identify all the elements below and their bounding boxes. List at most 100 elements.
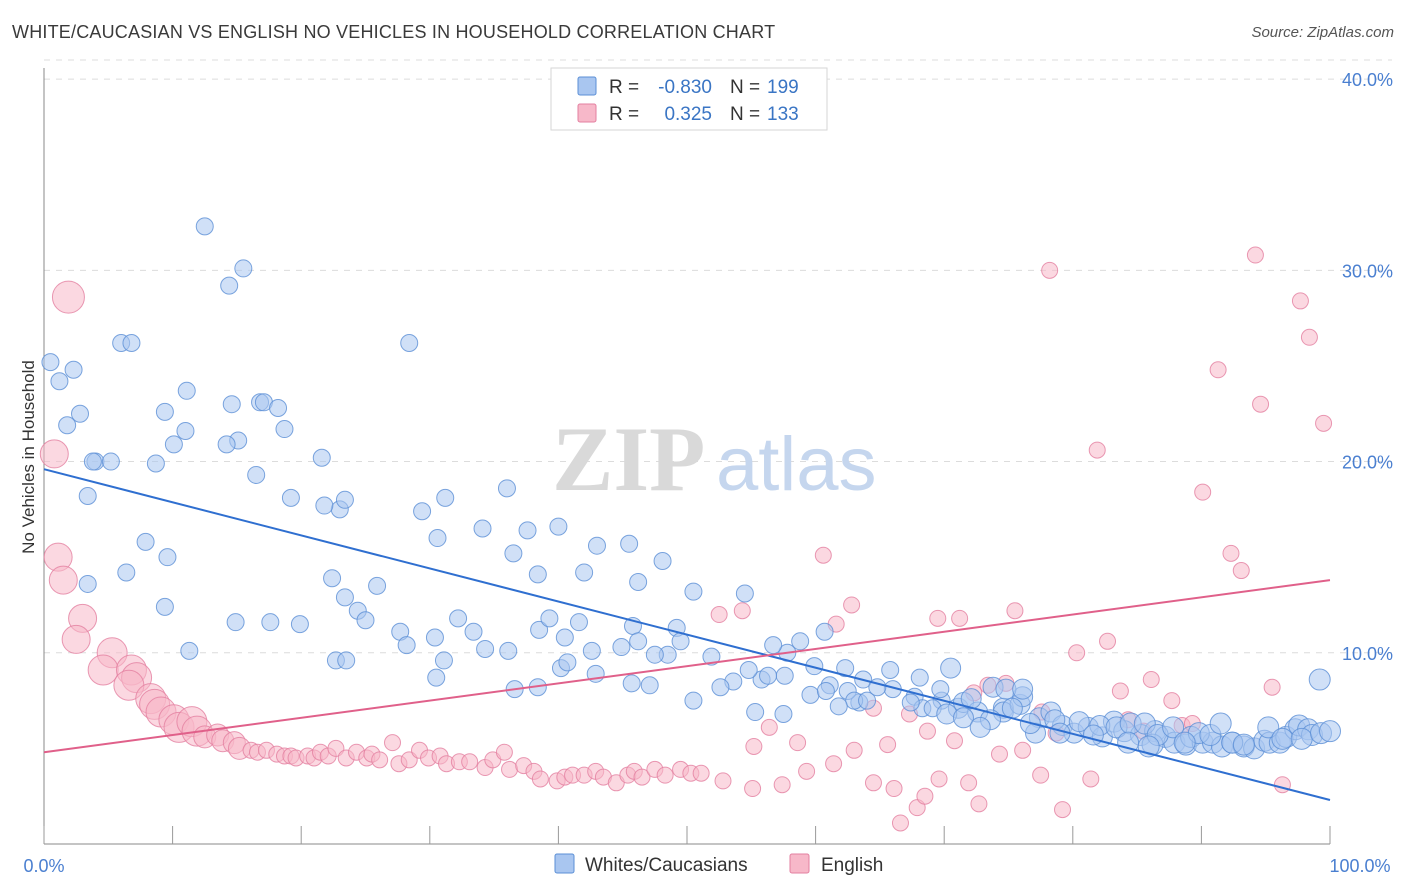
english-point (371, 751, 389, 769)
y-tick-label: 30.0% (1342, 261, 1393, 281)
legend-box (550, 67, 828, 131)
english-point (1068, 644, 1086, 662)
english-point (744, 780, 762, 798)
white-caucasian-point (540, 609, 559, 628)
white-caucasian-point (425, 628, 444, 647)
white-caucasian-point (612, 638, 631, 657)
legend-swatch-english (577, 103, 597, 123)
white-caucasian-point (530, 620, 549, 639)
white-caucasian-point (78, 486, 97, 505)
trend-line-english (43, 579, 1331, 754)
white-caucasian-point (434, 651, 453, 670)
white-caucasian-point (836, 659, 855, 678)
bottom-legend-swatch-whites (554, 853, 575, 874)
english-point (51, 280, 85, 314)
white-caucasian-point (816, 682, 835, 701)
white-caucasian-point (50, 372, 69, 391)
white-caucasian-point (940, 657, 962, 679)
white-caucasian-point (528, 565, 547, 584)
white-caucasian-point (64, 360, 83, 379)
white-caucasian-point (629, 573, 648, 592)
white-caucasian-point (504, 544, 523, 563)
white-caucasian-point (234, 259, 253, 278)
y-tick-label: 10.0% (1342, 644, 1393, 664)
english-point (1163, 692, 1181, 710)
y-tick-labels: 10.0% 20.0% 30.0% 40.0% (1342, 70, 1393, 664)
english-point (495, 743, 513, 761)
white-caucasian-point (71, 404, 90, 423)
english-point (461, 753, 479, 771)
x-tick-label-min: 0.0% (23, 856, 64, 876)
english-point (1252, 395, 1270, 413)
white-caucasian-point (222, 395, 241, 414)
english-point (1111, 682, 1129, 700)
white-caucasian-point (629, 632, 648, 651)
white-caucasian-point (1308, 668, 1331, 691)
white-caucasian-point (910, 668, 929, 687)
english-point (710, 606, 728, 624)
english-point (1194, 483, 1212, 501)
white-caucasian-point (582, 641, 601, 660)
english-point (384, 734, 402, 752)
white-caucasian-point (901, 693, 920, 712)
white-caucasian-point (315, 496, 334, 515)
white-caucasian-point (858, 691, 877, 710)
white-caucasian-point (774, 704, 793, 723)
white-caucasian-point (464, 622, 483, 641)
english-point (1291, 292, 1309, 310)
english-point (814, 546, 832, 564)
english-point (843, 596, 861, 614)
white-caucasian-point (620, 534, 639, 553)
white-caucasian-point (177, 381, 196, 400)
white-caucasian-point (555, 628, 574, 647)
english-point (773, 776, 791, 794)
english-point (960, 774, 978, 792)
white-caucasian-point (41, 353, 60, 372)
white-caucasian-point (518, 521, 537, 540)
white-caucasian-point (1232, 733, 1255, 756)
english-point (1032, 766, 1050, 784)
white-caucasian-point (413, 502, 432, 521)
white-caucasian-point (117, 563, 136, 582)
white-caucasian-point (684, 582, 703, 601)
white-caucasian-point (931, 680, 950, 699)
white-caucasian-point (217, 435, 236, 454)
white-caucasian-point (759, 666, 778, 685)
english-point (929, 609, 947, 627)
legend-n-label-whites: N = (730, 77, 760, 98)
white-caucasian-point (101, 452, 120, 471)
white-caucasian-point (1271, 727, 1294, 750)
english-point (48, 565, 78, 595)
english-point (1209, 361, 1227, 379)
trend-line-whites (43, 468, 1331, 801)
chart-title: WHITE/CAUCASIAN VS ENGLISH NO VEHICLES I… (12, 22, 776, 42)
white-caucasian-point (640, 676, 659, 695)
white-caucasian-point (180, 641, 199, 660)
white-caucasian-point (78, 574, 97, 593)
english-point (1315, 414, 1333, 432)
english-point (714, 772, 732, 790)
english-point (825, 755, 843, 773)
english-point (1082, 770, 1100, 788)
white-caucasian-points (41, 217, 1341, 760)
english-point (916, 787, 934, 805)
legend-r-value-english: 0.325 (664, 104, 712, 125)
legend-r-label-english: R = (609, 104, 639, 125)
y-axis-label: No Vehicles in Household (19, 360, 38, 554)
white-caucasian-point (368, 576, 387, 595)
english-point (798, 762, 816, 780)
english-point (1099, 632, 1117, 650)
english-point (87, 654, 119, 686)
white-caucasian-point (969, 716, 991, 738)
white-caucasian-point (436, 488, 455, 507)
legend-r-value-whites: -0.830 (658, 77, 712, 98)
white-caucasian-point (356, 611, 375, 630)
english-point (1006, 602, 1024, 620)
english-point (1054, 801, 1072, 819)
white-caucasian-point (1173, 731, 1196, 754)
watermark-zip: ZIP (552, 408, 705, 510)
white-caucasian-point (684, 691, 703, 710)
white-caucasian-point (952, 707, 974, 729)
english-point (501, 760, 519, 778)
white-caucasian-point (1162, 716, 1185, 739)
